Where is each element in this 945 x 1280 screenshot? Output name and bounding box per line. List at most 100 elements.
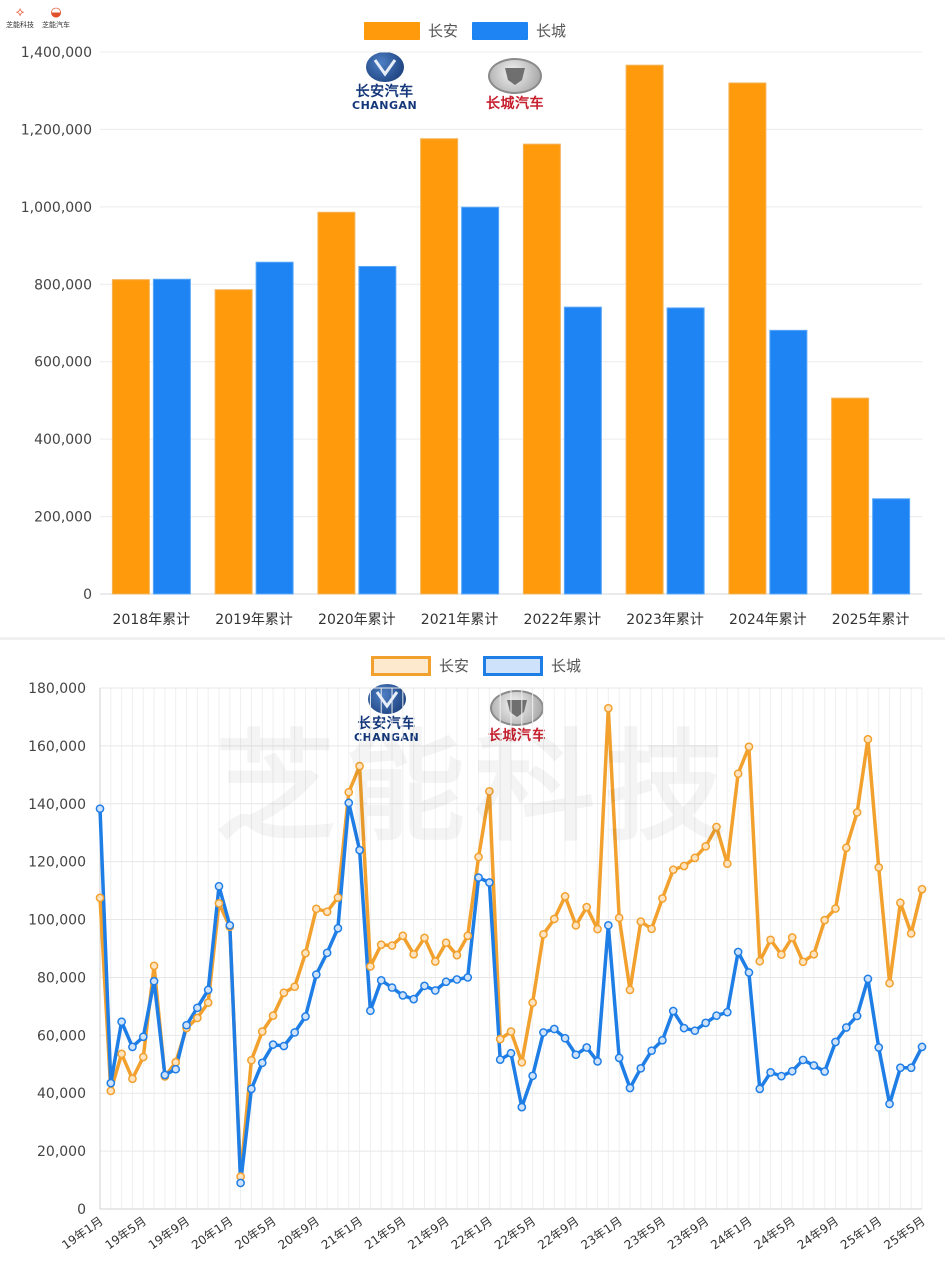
line-point-changan[interactable]: [117, 1049, 126, 1059]
line-point-changan[interactable]: [257, 1027, 267, 1036]
line-point-changan[interactable]: [333, 893, 343, 902]
line-point-changan[interactable]: [593, 924, 602, 934]
line-point-greatwall[interactable]: [831, 1037, 840, 1047]
line-point-changan[interactable]: [171, 1057, 181, 1067]
line-point-greatwall[interactable]: [690, 1026, 700, 1036]
bar-changan[interactable]: [317, 211, 356, 595]
line-point-greatwall[interactable]: [95, 804, 105, 814]
line-point-greatwall[interactable]: [160, 1070, 170, 1080]
line-point-greatwall[interactable]: [420, 981, 429, 991]
line-point-greatwall[interactable]: [192, 1003, 202, 1013]
line-point-changan[interactable]: [290, 982, 300, 992]
line-point-changan[interactable]: [603, 703, 613, 713]
line-point-changan[interactable]: [831, 904, 840, 913]
legend-item-changan-line[interactable]: 长安: [371, 655, 469, 676]
line-point-changan[interactable]: [452, 950, 462, 960]
line-point-greatwall[interactable]: [268, 1040, 278, 1049]
bar-greatwall[interactable]: [152, 278, 191, 595]
line-point-changan[interactable]: [517, 1057, 527, 1067]
line-point-changan[interactable]: [344, 787, 354, 797]
bar-greatwall[interactable]: [666, 307, 705, 595]
line-point-greatwall[interactable]: [733, 947, 743, 957]
line-point-greatwall[interactable]: [917, 1042, 927, 1052]
bar-changan[interactable]: [420, 138, 459, 595]
bar-changan[interactable]: [111, 279, 150, 595]
line-point-greatwall[interactable]: [603, 920, 613, 930]
line-point-greatwall[interactable]: [885, 1099, 894, 1109]
line-point-changan[interactable]: [820, 915, 830, 925]
line-point-changan[interactable]: [896, 898, 905, 908]
line-point-greatwall[interactable]: [333, 923, 343, 933]
line-point-greatwall[interactable]: [398, 991, 408, 1000]
line-point-greatwall[interactable]: [906, 1063, 916, 1073]
line-point-greatwall[interactable]: [474, 873, 483, 882]
line-point-changan[interactable]: [322, 907, 332, 917]
line-point-greatwall[interactable]: [225, 920, 235, 930]
line-point-greatwall[interactable]: [668, 1006, 678, 1016]
line-point-greatwall[interactable]: [841, 1023, 851, 1032]
line-point-changan[interactable]: [106, 1086, 116, 1096]
line-point-greatwall[interactable]: [549, 1024, 559, 1034]
line-point-greatwall[interactable]: [744, 968, 754, 977]
line-point-changan[interactable]: [539, 929, 548, 939]
line-point-greatwall[interactable]: [106, 1078, 116, 1088]
line-point-greatwall[interactable]: [452, 975, 462, 984]
line-point-changan[interactable]: [560, 892, 570, 901]
line-point-changan[interactable]: [138, 1052, 148, 1062]
bar-changan[interactable]: [728, 82, 767, 595]
line-point-greatwall[interactable]: [852, 1011, 862, 1021]
legend-item-greatwall[interactable]: 长城: [472, 20, 566, 41]
line-point-greatwall[interactable]: [257, 1058, 267, 1068]
line-point-greatwall[interactable]: [279, 1041, 289, 1051]
line-point-changan[interactable]: [582, 902, 592, 912]
line-point-changan[interactable]: [485, 786, 494, 796]
line-point-changan[interactable]: [279, 988, 289, 998]
line-point-greatwall[interactable]: [311, 970, 321, 979]
bar-greatwall[interactable]: [358, 265, 397, 595]
line-point-changan[interactable]: [528, 998, 537, 1007]
line-point-changan[interactable]: [809, 949, 819, 959]
line-point-changan[interactable]: [149, 961, 159, 971]
line-point-greatwall[interactable]: [582, 1043, 592, 1052]
line-point-changan[interactable]: [798, 957, 808, 967]
line-point-greatwall[interactable]: [647, 1046, 656, 1056]
line-point-changan[interactable]: [192, 1013, 202, 1023]
line-point-changan[interactable]: [777, 950, 786, 959]
line-point-changan[interactable]: [744, 742, 754, 752]
line-point-changan[interactable]: [128, 1074, 137, 1084]
line-point-greatwall[interactable]: [722, 1007, 732, 1017]
line-point-greatwall[interactable]: [863, 974, 873, 984]
line-point-greatwall[interactable]: [701, 1018, 711, 1028]
line-point-changan[interactable]: [614, 913, 624, 923]
line-point-greatwall[interactable]: [387, 983, 397, 992]
line-point-changan[interactable]: [733, 769, 743, 779]
line-point-greatwall[interactable]: [409, 994, 419, 1004]
line-point-greatwall[interactable]: [344, 798, 354, 808]
bar-greatwall[interactable]: [255, 261, 294, 595]
line-point-changan[interactable]: [917, 884, 927, 894]
line-point-greatwall[interactable]: [290, 1028, 300, 1037]
line-point-greatwall[interactable]: [149, 976, 159, 986]
bar-greatwall[interactable]: [769, 329, 808, 595]
line-point-changan[interactable]: [549, 914, 559, 924]
line-point-changan[interactable]: [430, 957, 440, 966]
line-point-changan[interactable]: [863, 734, 873, 744]
line-point-greatwall[interactable]: [247, 1084, 256, 1094]
line-point-greatwall[interactable]: [787, 1066, 797, 1076]
line-point-greatwall[interactable]: [809, 1061, 819, 1070]
line-point-greatwall[interactable]: [463, 973, 473, 982]
line-point-changan[interactable]: [474, 852, 483, 862]
line-point-greatwall[interactable]: [366, 1006, 375, 1016]
line-point-greatwall[interactable]: [874, 1043, 884, 1052]
line-point-greatwall[interactable]: [182, 1020, 191, 1030]
line-point-greatwall[interactable]: [593, 1057, 602, 1066]
line-point-greatwall[interactable]: [117, 1017, 126, 1027]
line-point-changan[interactable]: [571, 920, 581, 930]
line-point-greatwall[interactable]: [355, 845, 364, 855]
line-point-greatwall[interactable]: [777, 1071, 786, 1081]
line-point-greatwall[interactable]: [560, 1033, 570, 1043]
line-point-changan[interactable]: [420, 933, 429, 943]
line-point-greatwall[interactable]: [896, 1063, 905, 1073]
line-point-greatwall[interactable]: [679, 1023, 689, 1033]
line-point-changan[interactable]: [722, 859, 732, 869]
